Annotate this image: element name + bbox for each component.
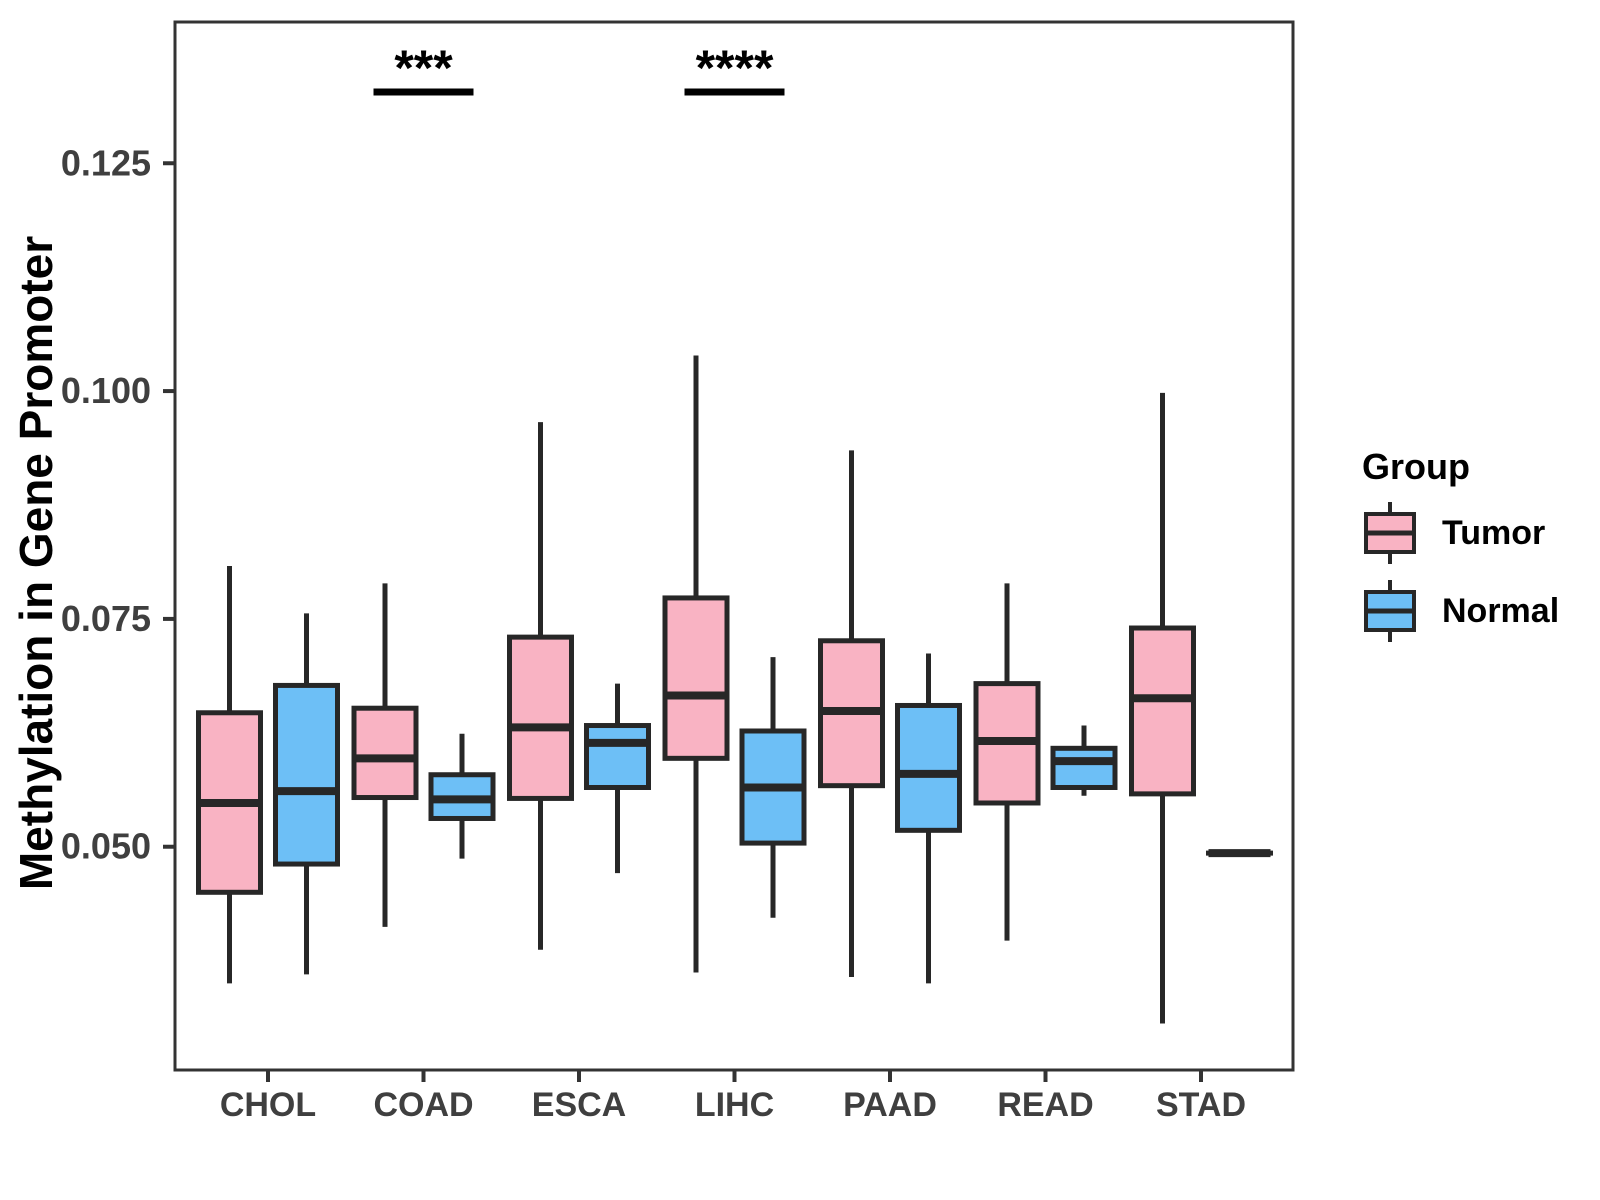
significance-LIHC: **** — [684, 40, 785, 96]
box-ESCA-Normal — [584, 683, 651, 874]
box-STAD-Tumor — [1129, 392, 1196, 1024]
iqr-box — [1129, 625, 1196, 797]
x-tick-label-ESCA: ESCA — [532, 1086, 626, 1124]
tumor-boxplot-key-icon — [1364, 502, 1416, 564]
significance-COAD: *** — [373, 40, 474, 96]
x-tick-label-STAD: STAD — [1156, 1086, 1246, 1124]
box-READ-Tumor — [973, 583, 1041, 941]
panel-border — [173, 20, 1295, 1072]
legend: Group Tumor Normal — [1362, 446, 1559, 644]
series-Normal — [273, 613, 1273, 984]
y-tick-label: 0.125 — [61, 142, 151, 183]
box-COAD-Tumor — [351, 583, 419, 927]
iqr-box — [273, 682, 340, 867]
iqr-box — [351, 705, 419, 801]
significance-stars: **** — [696, 40, 774, 96]
y-tick-label: 0.075 — [61, 598, 151, 639]
legend-title: Group — [1362, 446, 1470, 487]
x-tick-label-COAD: COAD — [373, 1086, 473, 1124]
box-LIHC-Tumor — [662, 355, 730, 973]
y-axis-ticks: 0.050 0.075 0.100 0.125 — [61, 142, 175, 867]
legend-item-tumor: Tumor — [1362, 500, 1559, 566]
iqr-box — [507, 634, 574, 801]
legend-label-tumor: Tumor — [1442, 513, 1546, 552]
box-ESCA-Tumor — [507, 422, 574, 950]
legend-label-normal: Normal — [1442, 591, 1560, 630]
x-tick-label-PAAD: PAAD — [843, 1086, 937, 1124]
iqr-box — [1050, 745, 1118, 790]
series-Tumor — [196, 355, 1196, 1024]
box-COAD-Normal — [428, 733, 496, 859]
significance-stars: *** — [394, 40, 453, 96]
x-tick-label-LIHC: LIHC — [695, 1086, 774, 1124]
box-PAAD-Normal — [895, 653, 962, 984]
box-CHOL-Normal — [273, 613, 340, 975]
iqr-box — [584, 723, 651, 790]
normal-boxplot-key-icon — [1364, 580, 1416, 642]
x-axis-ticks: CHOL COAD ESCA LIHC PAAD READ STAD — [220, 1070, 1246, 1124]
iqr-box — [662, 595, 730, 761]
y-tick-label: 0.100 — [61, 370, 151, 411]
iqr-box — [895, 702, 962, 833]
box-LIHC-Normal — [739, 657, 807, 918]
box-PAAD-Tumor — [818, 450, 885, 978]
y-tick-label: 0.050 — [61, 826, 151, 867]
x-tick-label-READ: READ — [997, 1086, 1093, 1124]
legend-item-normal: Normal — [1362, 578, 1559, 644]
x-tick-label-CHOL: CHOL — [220, 1086, 316, 1124]
box-READ-Normal — [1050, 725, 1118, 796]
box-CHOL-Tumor — [196, 566, 263, 984]
y-axis-title: Methylation in Gene Promoter — [10, 235, 62, 891]
